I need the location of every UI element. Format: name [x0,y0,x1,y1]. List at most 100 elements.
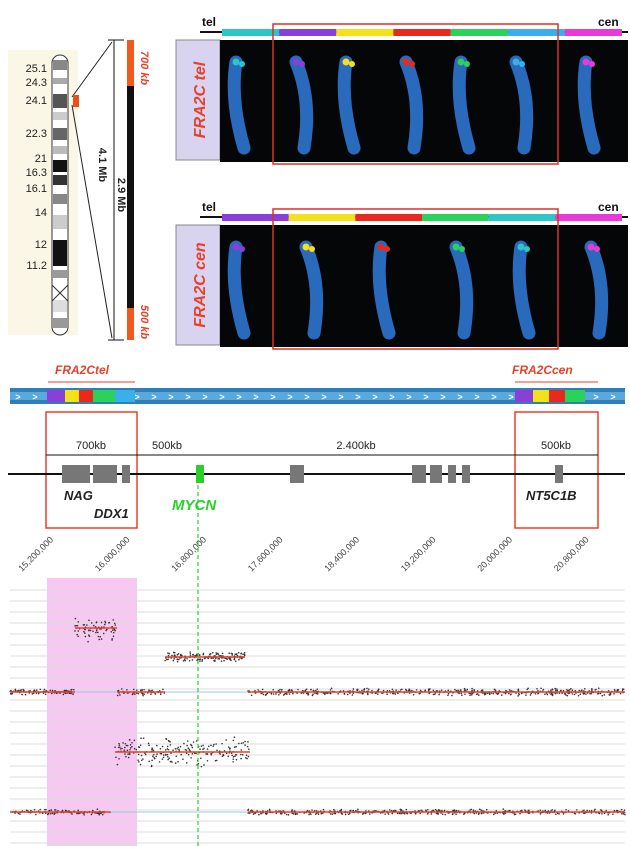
probe-dot [35,814,37,816]
signal [518,244,525,251]
shape [93,465,117,483]
probe-dot [232,758,234,760]
probe-dot [235,660,237,662]
probe-dot [293,813,295,815]
strand-arrow: > [151,392,156,402]
probe-dot [517,689,519,691]
probe-dot [77,621,79,623]
probe-dot [101,638,103,640]
probe-dot [214,660,216,662]
probe-dot [217,653,219,655]
probe-dot [153,754,155,756]
probe-dot [180,746,182,748]
probe-dot [556,690,558,692]
probe-dot [90,630,92,632]
probe-dot [47,814,49,816]
probe-dot [160,753,162,755]
probe-dot [156,745,158,747]
signal [378,244,385,251]
probe-dot [177,661,179,663]
probe-dot [307,810,309,812]
shape [448,465,456,483]
probe-dot [92,630,94,632]
probe-dot [216,654,218,656]
signal [513,59,520,66]
probe-dot [519,813,521,815]
strand-arrow: > [202,392,207,402]
strand-arrow: > [185,392,190,402]
probe-dot [469,694,471,696]
probe-dot [558,813,560,815]
probe-dot [556,688,558,690]
panel-label: FRA2C tel [192,61,209,138]
probe-dot [187,740,189,742]
probe-dot [127,750,129,752]
probe-dot [164,660,166,662]
probe-dot [554,693,556,695]
probe-dot [136,689,138,691]
probe-dot [493,814,495,816]
cen-label: FRA2Ccen [512,363,573,377]
probe-dot [153,757,155,759]
probe-dot [226,753,228,755]
probe-dot [165,754,167,756]
probe-dot [392,688,394,690]
probe-dot [172,749,174,751]
probe-dot [240,749,242,751]
shape [122,465,130,483]
strand-arrow: > [15,392,20,402]
probe-dot [583,810,585,812]
probe-dot [518,693,520,695]
probe-dot [34,809,36,811]
probe-dot [436,813,438,815]
probe-dot [591,688,593,690]
probe-dot [240,652,242,654]
probe-dot [25,694,27,696]
probe-dot [590,693,592,695]
probe-dot [386,693,388,695]
probe-dot [480,809,482,811]
strand-arrow: > [508,392,513,402]
probe-dot [160,694,162,696]
probe-dot [311,809,313,811]
probe-dot [212,652,214,654]
signal [594,246,600,252]
probe-dot [111,639,113,641]
shape [412,465,426,483]
probe-dot [234,746,236,748]
signal [403,59,410,66]
probe-dot [368,688,370,690]
figure: 25.124.324.122.32116.316.1141211.2 4.1 M… [0,0,630,846]
probe-dot [248,809,250,811]
chromosome-band [53,94,67,108]
probe-dot [395,689,397,691]
probe-dot [117,695,119,697]
probe-dot [433,689,435,691]
probe-dot [240,754,242,756]
probe-dot [113,632,115,634]
probe-dot [565,694,567,696]
probe-dot [473,813,475,815]
probe-dot [72,693,74,695]
probe-dot [289,693,291,695]
probe-dot [246,754,248,756]
strand-arrow: > [457,392,462,402]
probe-dot [126,689,128,691]
probe-dot [584,693,586,695]
probe-dot [177,747,179,749]
probe-dot [200,757,202,759]
probe-dot [115,756,117,758]
probe-dot [231,755,233,757]
band-label: 21 [35,153,47,165]
probe-dot [117,764,119,766]
probe-dot [397,813,399,815]
probe-dot [361,690,363,692]
probe-dot [210,754,212,756]
probe-dot [464,693,466,695]
probe-dot [190,653,192,655]
probe-dot [580,693,582,695]
probe-dot [152,756,154,758]
probe-dot [404,813,406,815]
probe-dot [141,759,143,761]
probe-dot [607,814,609,816]
